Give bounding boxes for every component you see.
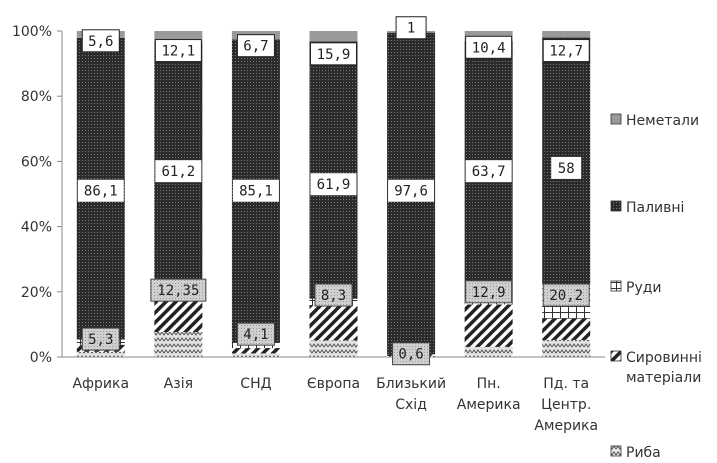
bar-segment-сировинні-матеріали <box>464 304 513 347</box>
data-label: 5,6 <box>88 34 113 50</box>
data-label-box <box>465 35 513 59</box>
data-label: 85,1 <box>239 184 273 200</box>
data-label: 10,4 <box>472 40 506 56</box>
y-tick-label: 80% <box>21 89 52 105</box>
x-category-label: Схід <box>395 397 427 413</box>
bar-segment-риба <box>154 331 203 357</box>
data-label: 4,1 <box>243 327 268 343</box>
x-category-label: Африка <box>72 376 129 392</box>
data-label: 12,35 <box>157 283 199 299</box>
bar-segment-риба <box>231 353 280 357</box>
bar-segment-паливні <box>309 41 358 299</box>
legend-label-паливні: Паливні <box>626 200 684 216</box>
legend-label-руди: Руди <box>626 280 662 296</box>
legend-swatch-руди <box>610 280 622 292</box>
data-label-box <box>232 179 279 202</box>
data-label-box <box>310 173 357 196</box>
data-label: 0,6 <box>398 347 423 363</box>
bar-segment-риба <box>76 351 125 357</box>
data-label: 97,6 <box>394 184 428 200</box>
bar-segment-неметали <box>309 31 358 42</box>
data-label-box <box>310 42 357 66</box>
x-category-label: СНД <box>240 376 271 392</box>
legend-swatch-паливні <box>610 200 622 212</box>
bar-segment-сировинні-матеріали <box>154 298 203 332</box>
data-label-box <box>81 29 120 53</box>
y-axis: 0% 20% 40% 60% 80% 100% <box>12 24 605 366</box>
y-tick-label: 100% <box>12 24 52 40</box>
data-label: 20,2 <box>549 288 583 304</box>
x-axis-categories: Африка Азія СНД Європа Близький Схід Пн. Америк… <box>72 376 598 434</box>
data-label: 1 <box>407 21 415 37</box>
data-label-box <box>81 327 120 351</box>
x-category-label: Пн. <box>477 376 501 392</box>
data-label-box <box>542 283 590 307</box>
data-label-box <box>542 39 590 63</box>
legend: Неметали Паливні Руди Сировинні матеріали Риб… <box>610 113 702 461</box>
data-label-box <box>465 280 513 304</box>
x-category-label: Азія <box>164 376 193 392</box>
x-category-label: Америка <box>457 397 521 413</box>
y-tick-label: 20% <box>21 285 52 301</box>
bar-segment-риба <box>464 346 513 357</box>
y-tick-label: 40% <box>21 220 52 236</box>
legend-label-риба: Риба <box>626 445 661 461</box>
data-label: 5,3 <box>88 332 113 348</box>
data-label: 58 <box>558 161 575 177</box>
bar-segment-риба <box>542 339 591 357</box>
data-label: 12,9 <box>472 285 506 301</box>
data-label-box <box>388 179 435 202</box>
data-label-box <box>236 34 275 58</box>
x-category-label: Пд. та <box>543 376 589 392</box>
data-label: 12,7 <box>549 44 583 60</box>
data-label-box <box>155 160 202 183</box>
bar-segment-сировинні-матеріали <box>231 348 280 354</box>
data-label-box <box>465 160 512 183</box>
x-category-label: Америка <box>534 418 598 434</box>
data-label-box <box>236 322 275 346</box>
y-tick-label: 0% <box>30 350 52 366</box>
data-label: 15,9 <box>317 47 351 63</box>
data-label-box <box>395 16 427 40</box>
legend-label-сировинні-матеріали: Сировинні <box>626 350 702 366</box>
bar-segment-риба <box>309 340 358 357</box>
data-label-box <box>551 156 582 179</box>
data-label: 61,2 <box>161 164 195 180</box>
data-label: 12,1 <box>161 44 195 60</box>
data-label-box <box>314 283 353 307</box>
data-label: 8,3 <box>321 288 346 304</box>
x-category-label: Центр. <box>541 397 591 413</box>
data-label: 6,7 <box>243 39 268 55</box>
legend-swatch-риба <box>610 445 622 457</box>
data-label-box <box>154 39 202 63</box>
y-tick-label: 60% <box>21 154 52 170</box>
bar-segment-неметали <box>154 31 203 42</box>
legend-swatch-неметали <box>610 113 622 125</box>
legend-label-сировинні-матеріали: матеріали <box>626 370 701 386</box>
data-label-box <box>150 278 207 302</box>
bar-segment-сировинні-матеріали <box>542 318 591 340</box>
data-label: 63,7 <box>472 164 506 180</box>
legend-label-неметали: Неметали <box>626 113 699 129</box>
data-labels: 5,6 12,1 6,7 15,9 1 10,4 12,7 86,1 61,2 85,1 61,9 9… <box>77 16 590 366</box>
x-category-label: Близький <box>376 376 446 392</box>
data-label-box <box>77 179 124 202</box>
data-label: 86,1 <box>84 184 118 200</box>
data-label-box <box>392 342 431 366</box>
data-label: 61,9 <box>317 177 351 193</box>
x-category-label: Європа <box>307 376 360 392</box>
bar-segment-сировинні-матеріали <box>309 305 358 341</box>
bar-segment-неметали <box>542 31 591 38</box>
legend-swatch-сировинні-матеріали <box>610 350 622 362</box>
